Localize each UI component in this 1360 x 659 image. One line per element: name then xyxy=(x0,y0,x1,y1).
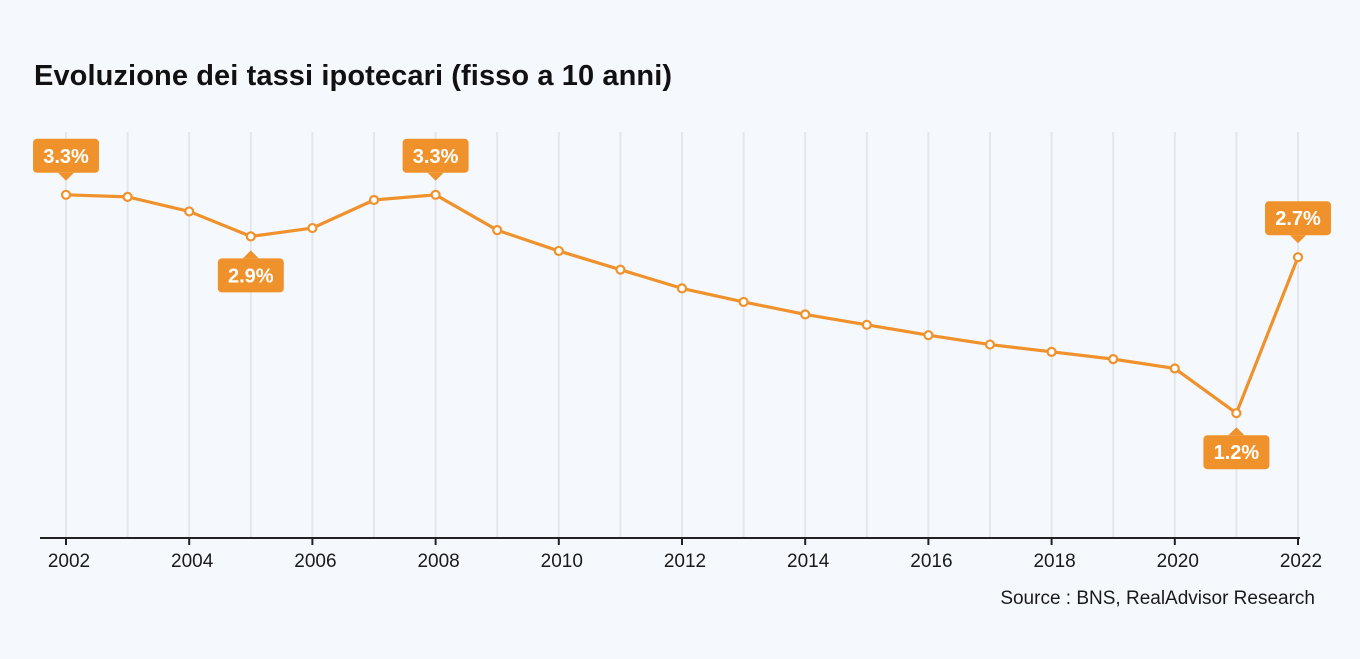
x-tick-label: 2004 xyxy=(171,551,214,572)
x-tick-label: 2018 xyxy=(1033,551,1075,572)
data-label-pointer xyxy=(1290,235,1306,244)
grid-lines xyxy=(65,132,1299,538)
data-label-text: 2.7% xyxy=(1275,208,1321,230)
data-point xyxy=(861,319,872,330)
data-label-box xyxy=(1265,201,1331,236)
data-label-text: 3.3% xyxy=(413,146,459,168)
data-point xyxy=(430,189,441,200)
chart-title: Evoluzione dei tassi ipotecari (fisso a … xyxy=(34,60,673,92)
data-point xyxy=(923,330,934,341)
data-label-text: 3.3% xyxy=(43,146,89,168)
data-label: 2.7% xyxy=(1265,201,1331,244)
data-point xyxy=(368,194,380,206)
data-label: 3.3% xyxy=(33,138,99,181)
data-label-pointer xyxy=(1228,427,1245,436)
x-tick-label: 2012 xyxy=(664,551,706,572)
data-point xyxy=(492,225,503,236)
data-point xyxy=(1169,363,1180,374)
x-tick-label: 2006 xyxy=(294,551,336,572)
data-point xyxy=(553,245,564,257)
data-point xyxy=(245,231,256,242)
data-point xyxy=(307,222,318,234)
data-point xyxy=(184,206,195,217)
data-point xyxy=(1046,346,1057,357)
x-tick-label: 2010 xyxy=(541,551,583,572)
data-point xyxy=(615,264,626,275)
data-point xyxy=(122,191,133,202)
x-tick-label: 2020 xyxy=(1157,551,1199,572)
data-label-box xyxy=(402,138,469,173)
data-points xyxy=(60,189,1304,419)
data-label: 2.9% xyxy=(217,250,284,293)
data-label-pointer xyxy=(58,172,74,181)
data-point xyxy=(60,189,72,200)
data-label-box xyxy=(217,258,284,293)
x-tick-label: 2016 xyxy=(910,551,952,572)
data-label-pointer xyxy=(242,250,259,259)
data-label: 1.2% xyxy=(1203,427,1270,470)
data-point xyxy=(676,283,688,294)
source-note: Source : BNS, RealAdvisor Research xyxy=(1000,588,1315,609)
data-point xyxy=(1108,354,1119,365)
data-point xyxy=(738,296,749,308)
data-label-text: 2.9% xyxy=(228,265,274,287)
x-tick-label: 2014 xyxy=(787,551,830,572)
x-tick-label: 2002 xyxy=(48,551,90,572)
x-tick-label: 2008 xyxy=(417,551,459,572)
data-label-pointer xyxy=(427,172,444,181)
data-label-box xyxy=(1203,435,1270,470)
data-labels: 3.3% 2.9% 3.3% 1.2% 2.7% xyxy=(33,138,1331,470)
data-point xyxy=(984,339,996,350)
data-point xyxy=(1292,252,1304,263)
data-point xyxy=(800,309,811,320)
x-tick-label: 2022 xyxy=(1280,551,1322,572)
data-label-box xyxy=(33,138,99,173)
data-point xyxy=(1231,408,1242,419)
data-label: 3.3% xyxy=(402,138,469,181)
data-label-text: 1.2% xyxy=(1214,442,1260,464)
x-axis: 2002 2004 2006 2008 2010 2012 2014 2016 2018 2020… xyxy=(40,537,1322,572)
